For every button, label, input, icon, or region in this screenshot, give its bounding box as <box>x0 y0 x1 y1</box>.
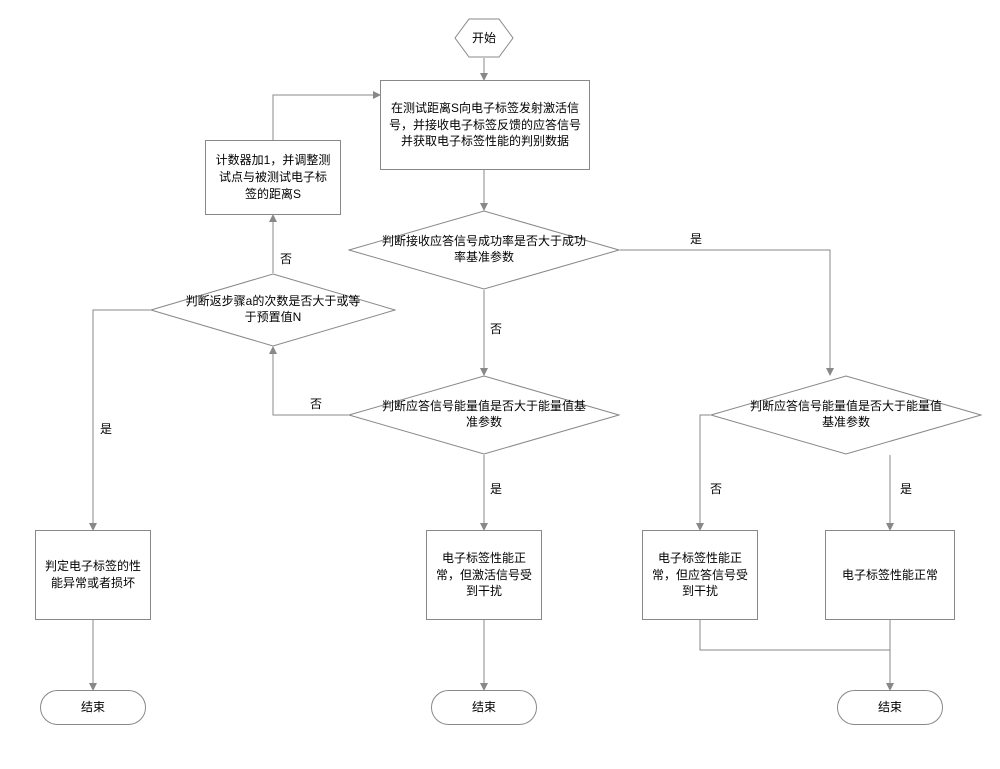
end1: 结束 <box>40 690 146 725</box>
start-label: 开始 <box>472 30 496 47</box>
process-inc: 计数器加1，并调整测试点与被测试电子标签的距离S <box>205 140 341 215</box>
label-n-no: 否 <box>280 250 292 267</box>
label-n-yes: 是 <box>100 420 112 437</box>
result-intf1-label: 电子标签性能正常，但激活信号受到干扰 <box>435 550 533 600</box>
decision-b-label: 判断接收应答信号成功率是否大于成功率基准参数 <box>378 234 590 265</box>
start-node: 开始 <box>454 18 514 58</box>
end3-label: 结束 <box>878 699 902 716</box>
result-intf2-label: 电子标签性能正常，但应答信号受到干扰 <box>651 550 749 600</box>
result-intf1: 电子标签性能正常，但激活信号受到干扰 <box>426 530 542 620</box>
result-damage-label: 判定电子标签的性能异常或者损坏 <box>44 558 142 592</box>
decision-c2-label: 判断应答信号能量值是否大于能量值基准参数 <box>745 399 947 430</box>
result-ok-label: 电子标签性能正常 <box>842 567 938 584</box>
end2-label: 结束 <box>472 699 496 716</box>
process-inc-label: 计数器加1，并调整测试点与被测试电子标签的距离S <box>214 152 332 202</box>
decision-n-label: 判断返步骤a的次数是否大于或等于预置值N <box>182 294 364 325</box>
end2: 结束 <box>431 690 537 725</box>
end3: 结束 <box>837 690 943 725</box>
result-intf2: 电子标签性能正常，但应答信号受到干扰 <box>642 530 758 620</box>
label-c2-no: 否 <box>710 480 722 497</box>
label-b-no: 否 <box>490 320 502 337</box>
label-c2-yes: 是 <box>900 480 912 497</box>
process-a: 在测试距离S向电子标签发射激活信号，并接收电子标签反馈的应答信号并获取电子标签性… <box>380 80 590 170</box>
decision-c1: 判断应答信号能量值是否大于能量值基准参数 <box>348 375 620 455</box>
label-b-yes: 是 <box>690 230 702 247</box>
process-a-label: 在测试距离S向电子标签发射激活信号，并接收电子标签反馈的应答信号并获取电子标签性… <box>389 100 581 150</box>
decision-c2: 判断应答信号能量值是否大于能量值基准参数 <box>710 375 982 455</box>
end1-label: 结束 <box>81 699 105 716</box>
label-c1-no: 否 <box>310 395 322 412</box>
result-damage: 判定电子标签的性能异常或者损坏 <box>35 530 151 620</box>
decision-n: 判断返步骤a的次数是否大于或等于预置值N <box>150 273 396 347</box>
label-c1-yes: 是 <box>490 480 502 497</box>
decision-c1-label: 判断应答信号能量值是否大于能量值基准参数 <box>378 399 590 430</box>
result-ok: 电子标签性能正常 <box>825 530 955 620</box>
